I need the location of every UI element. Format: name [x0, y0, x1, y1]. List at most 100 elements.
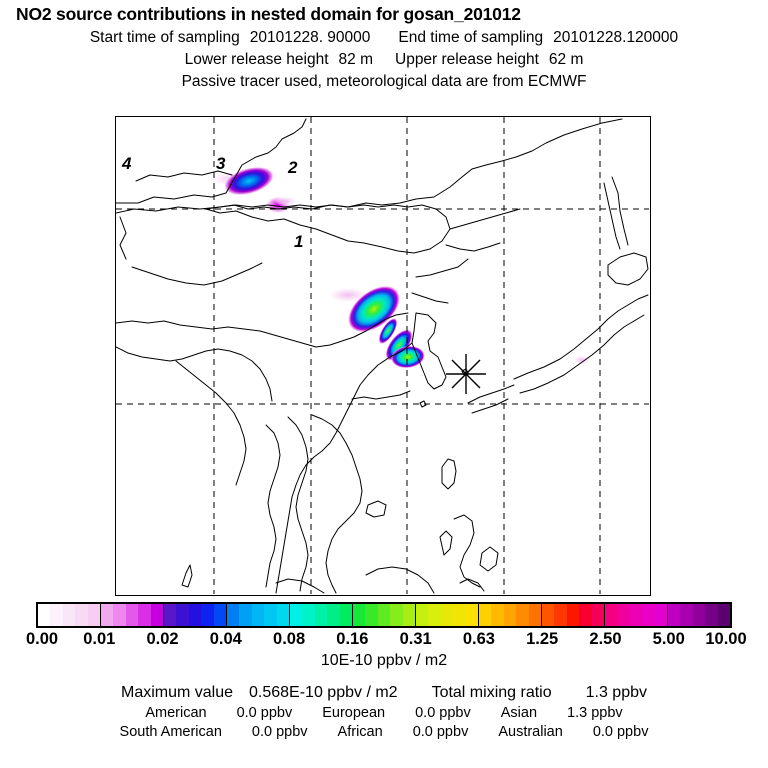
- colorbar-swatch: [692, 604, 706, 626]
- upper-release-height-label: Upper release height: [395, 51, 539, 68]
- colorbar-segment: [227, 604, 290, 626]
- colorbar-swatch: [654, 604, 668, 626]
- region-row-lower: South American 0.0 ppbv African 0.0 ppbv Aus…: [0, 724, 768, 740]
- colorbar-segment: [668, 604, 731, 626]
- colorbar-segment: [479, 604, 542, 626]
- max-and-total-row: Maximum value 0.568E-10 ppbv / m2 Total mi…: [0, 684, 768, 702]
- plume-central: [347, 285, 401, 333]
- plume-north-small-tail: [274, 196, 298, 206]
- map-region-label-1: 1: [294, 232, 304, 251]
- region-label-asian: Asian: [500, 705, 538, 721]
- colorbar-swatch: [705, 604, 718, 626]
- colorbar-swatch: [101, 604, 114, 626]
- colorbar-tick: 0.02: [146, 630, 179, 648]
- colorbar-swatch: [327, 604, 340, 626]
- colorbar-tick-labels: 0.00 0.01 0.02 0.04 0.08 0.16 0.31 0.63 1.25 2.50…: [0, 630, 768, 652]
- colorbar-swatch: [227, 604, 240, 626]
- colorbar-swatch: [302, 604, 315, 626]
- colorbar-tick: 0.01: [83, 630, 116, 648]
- colorbar-swatch: [125, 604, 139, 626]
- colorbar-swatch: [402, 604, 416, 626]
- colorbar-swatch: [251, 604, 265, 626]
- colorbar-swatch: [717, 604, 731, 626]
- colorbar-swatch: [542, 604, 555, 626]
- colorbar-swatch: [38, 604, 51, 626]
- colorbar-swatch: [150, 604, 164, 626]
- page-title: NO2 source contributions in nested domai…: [16, 4, 521, 24]
- colorbar-segment: [353, 604, 416, 626]
- colorbar-tick: 0.31: [399, 630, 432, 648]
- sampling-time-line: Start time of sampling 20101228. 90000 End…: [0, 29, 768, 47]
- colorbar-swatch: [138, 604, 151, 626]
- map-canvas: [116, 117, 649, 594]
- colorbar-swatch: [554, 604, 567, 626]
- colorbar-segment: [290, 604, 353, 626]
- colorbar-segment: [542, 604, 605, 626]
- region-value-south-american: 0.0 ppbv: [251, 724, 308, 740]
- colorbar-tick: 0.63: [462, 630, 495, 648]
- map-panel[interactable]: 1 2 3 4: [115, 116, 651, 596]
- lower-release-height-label: Lower release height: [184, 51, 329, 68]
- colorbar-tick: 0.16: [336, 630, 369, 648]
- maximum-value-label: Maximum value: [120, 684, 234, 701]
- colorbar-swatch: [605, 604, 618, 626]
- colorbar-unit-label: 10E-10 ppbv / m2: [320, 652, 448, 669]
- upper-release-height-value: 62 m: [548, 51, 584, 68]
- colorbar[interactable]: [36, 602, 732, 628]
- colorbar-swatch: [642, 604, 655, 626]
- tracer-note: Passive tracer used, meteorological data…: [181, 73, 587, 90]
- colorbar-swatch: [528, 604, 542, 626]
- colorbar-swatch: [617, 604, 630, 626]
- colorbar-swatch: [516, 604, 529, 626]
- colorbar-tick: 0.04: [209, 630, 242, 648]
- colorbar-swatch: [390, 604, 403, 626]
- region-label-african: African: [337, 724, 383, 740]
- header-block: NO2 source contributions in nested domai…: [0, 0, 768, 91]
- colorbar-swatch: [566, 604, 580, 626]
- start-time-label: Start time of sampling: [89, 29, 240, 46]
- lower-release-height-value: 82 m: [338, 51, 373, 68]
- colorbar-swatch: [503, 604, 517, 626]
- total-mixing-ratio-label: Total mixing ratio: [431, 684, 552, 701]
- plume-bridge: [378, 317, 398, 345]
- map-region-label-2: 2: [288, 158, 298, 177]
- colorbar-tick: 2.50: [589, 630, 622, 648]
- colorbar-swatch: [290, 604, 303, 626]
- region-label-south-american: South American: [119, 724, 222, 740]
- colorbar-segment: [416, 604, 479, 626]
- region-value-african: 0.0 ppbv: [412, 724, 469, 740]
- colorbar-swatch: [680, 604, 693, 626]
- region-row-upper: American 0.0 ppbv European 0.0 ppbv Asian 1.3…: [0, 705, 768, 721]
- colorbar-swatch: [62, 604, 76, 626]
- colorbar-swatch: [479, 604, 492, 626]
- start-time-value: 20101228. 90000: [249, 29, 371, 46]
- end-time-value: 20101228.120000: [553, 29, 679, 46]
- end-time-label: End time of sampling: [398, 29, 544, 46]
- colorbar-tick: 0.00: [25, 630, 59, 648]
- colorbar-segment: [38, 604, 101, 626]
- region-value-european: 0.0 ppbv: [415, 705, 471, 721]
- plume-north: [223, 166, 275, 196]
- graticule-layer: [116, 117, 649, 594]
- colorbar-swatch: [428, 604, 441, 626]
- map-region-label-3: 3: [216, 154, 226, 173]
- total-mixing-ratio-value: 1.3 ppbv: [585, 684, 647, 701]
- colorbar-swatch: [339, 604, 353, 626]
- colorbar-swatch: [591, 604, 605, 626]
- colorbar-tick: 5.00: [652, 630, 685, 648]
- colorbar-swatch: [579, 604, 592, 626]
- plume-south-upper: [385, 329, 413, 361]
- colorbar-swatch: [213, 604, 227, 626]
- colorbar-swatch: [201, 604, 214, 626]
- colorbar-swatch: [416, 604, 429, 626]
- colorbar-swatch: [113, 604, 126, 626]
- colorbar-swatch: [453, 604, 466, 626]
- colorbar-tick: 1.25: [526, 630, 559, 648]
- colorbar-segment: [164, 604, 227, 626]
- region-label-american: American: [145, 705, 207, 721]
- asterisk-marker[interactable]: [446, 354, 486, 394]
- colorbar-swatch: [276, 604, 290, 626]
- colorbar-segment: [101, 604, 164, 626]
- colorbar-swatch: [87, 604, 101, 626]
